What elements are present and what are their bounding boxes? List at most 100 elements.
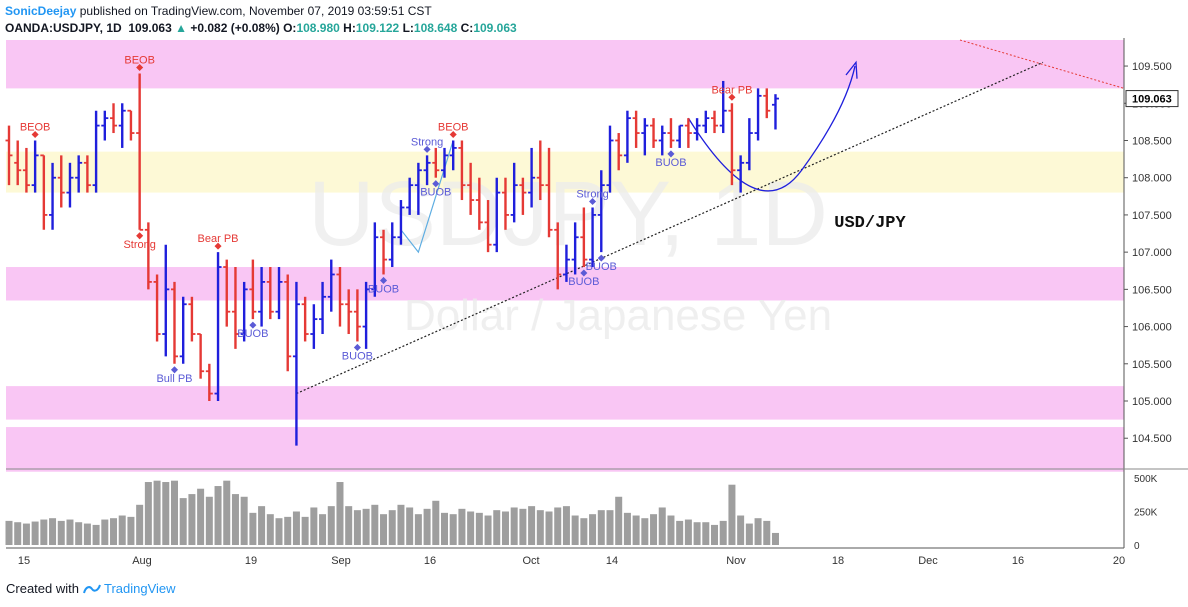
volume-bar [458, 508, 466, 545]
zone-4 [6, 427, 1124, 472]
volume-bar [144, 482, 152, 545]
signal-diamond-icon [449, 130, 457, 139]
volume-layer [5, 480, 779, 545]
volume-bar [536, 510, 544, 545]
annotation-title: USD/JPY [834, 214, 906, 233]
time-tick-label: 14 [606, 555, 618, 567]
projection-arrow-icon [845, 60, 858, 79]
volume-bar [501, 511, 509, 545]
time-tick-label: Nov [726, 555, 746, 567]
tradingview-brand: TradingView [103, 581, 176, 596]
zones-layer [6, 40, 1124, 472]
volume-bar [380, 514, 388, 545]
signal-label: BUOB [568, 276, 599, 288]
price-tick-label: 106.500 [1132, 284, 1172, 296]
volume-bar [650, 514, 658, 545]
price-tick-label: 105.500 [1132, 359, 1172, 371]
last-price-box [1125, 90, 1179, 108]
volume-bar [484, 515, 492, 545]
volume-bar [83, 523, 91, 545]
price-tick-label: 106.000 [1132, 322, 1172, 334]
volume-bar [545, 511, 553, 545]
volume-bar [467, 511, 475, 545]
volume-bar [641, 518, 649, 545]
volume-bar [14, 522, 22, 545]
signal-diamond-icon [728, 93, 736, 101]
zone-0 [6, 40, 1124, 89]
volume-bar [493, 510, 501, 545]
price-tick-label: 107.000 [1132, 247, 1172, 259]
volume-bar [327, 506, 335, 545]
price-tick-label: 105.000 [1132, 396, 1172, 408]
volume-bar [205, 496, 213, 545]
open-value: 108.980 [296, 21, 340, 35]
volume-bar [101, 519, 109, 545]
price-tick-label: 109.500 [1132, 61, 1172, 73]
signal-label: Bear PB [198, 233, 239, 245]
quote-line: OANDA:USDJPY, 1D 109.063 ▲ +0.082 (+0.08… [5, 21, 517, 35]
created-with-label: Created with [6, 581, 79, 596]
last-price: 109.063 [128, 21, 172, 35]
volume-bar [623, 512, 631, 545]
high-value: 109.122 [355, 21, 400, 35]
time-tick-label: 16 [424, 555, 436, 567]
volume-bar [771, 532, 779, 545]
volume-bar [136, 504, 144, 545]
volume-bar [266, 514, 274, 545]
volume-tick-label: 250K [1134, 508, 1158, 519]
signal-label: BUOB [655, 157, 686, 169]
projection-curve [687, 65, 856, 192]
price-tick-label: 104.500 [1132, 433, 1172, 445]
volume-bar [745, 523, 753, 545]
last-price-label: 109.063 [1132, 94, 1172, 106]
volume-bar [737, 515, 745, 545]
volume-bar [310, 507, 318, 545]
volume-bar [362, 508, 370, 545]
signal-label: BUOB [420, 187, 451, 199]
volume-bar [397, 504, 405, 545]
volume-bar [31, 521, 39, 545]
signal-label: BEOB [124, 54, 155, 66]
volume-bar [258, 506, 266, 545]
price-change: +0.082 (+0.08%) [190, 21, 280, 35]
volume-bar [214, 486, 222, 545]
volume-bar [754, 518, 762, 545]
volume-bar [510, 507, 518, 545]
watermark-description: Dollar / Japanese Yen [404, 291, 832, 340]
publish-info: SonicDeejay published on TradingView.com… [5, 4, 432, 18]
volume-bar [571, 515, 579, 545]
volume-bar [118, 515, 126, 545]
price-tick-label: 107.500 [1132, 210, 1172, 222]
price-chart[interactable]: USDJPY, 1D Dollar / Japanese Yen BEOB Str… [0, 0, 1188, 578]
zone-1 [6, 151, 1124, 193]
up-arrow-icon: ▲ [175, 21, 187, 35]
signal-diamond-icon [214, 242, 222, 250]
tradingview-logo-icon [83, 584, 101, 593]
volume-bar [92, 524, 100, 545]
swing-arrow [400, 140, 454, 254]
volume-bar [127, 516, 135, 545]
volume-bar [319, 514, 327, 545]
time-tick-label: 16 [1012, 555, 1024, 567]
volume-bar [57, 520, 65, 545]
volume-bar [658, 507, 666, 545]
time-tick-label: Dec [918, 555, 938, 567]
tradingview-link[interactable]: TradingView [83, 581, 176, 596]
signal-label: BUOB [237, 328, 268, 340]
volume-bar [589, 514, 597, 545]
volume-bar [188, 494, 196, 545]
volume-bar [606, 510, 614, 545]
volume-bar [406, 507, 414, 545]
volume-bar [693, 522, 701, 545]
volume-bar [475, 512, 483, 545]
high-label: H: [343, 21, 356, 35]
volume-bar [162, 482, 170, 545]
volume-bar [519, 508, 527, 545]
volume-bar [292, 511, 300, 545]
watermark-symbol: USDJPY, 1D [308, 163, 828, 265]
open-label: O: [283, 21, 297, 35]
volume-bar [597, 510, 605, 545]
author-name[interactable]: SonicDeejay [5, 4, 77, 18]
zone-3 [6, 386, 1124, 420]
volume-bar [763, 520, 771, 545]
